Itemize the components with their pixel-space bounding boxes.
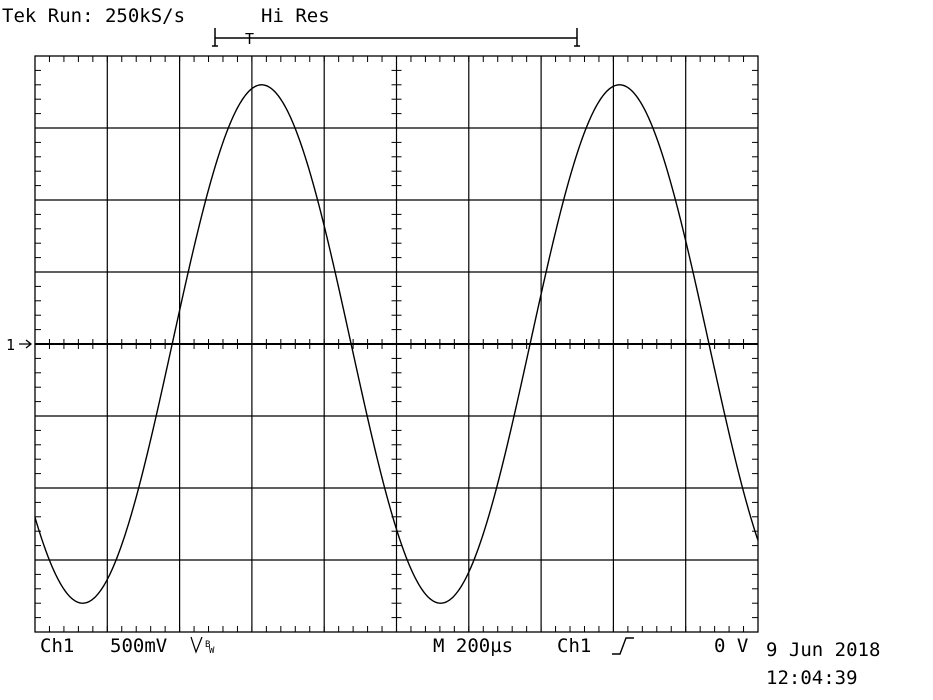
trigger-marker: T	[245, 30, 254, 48]
volts-per-div: 500mV	[110, 635, 168, 657]
trigger-position-bracket	[212, 28, 580, 47]
svg-text:W: W	[209, 646, 215, 656]
bandwidth-limit-icon: B W	[190, 636, 215, 656]
date: 9 Jun 2018	[766, 639, 881, 661]
waveform-trace	[34, 84, 759, 604]
svg-text:B: B	[205, 640, 210, 650]
channel-1-marker: 1	[6, 336, 33, 354]
rising-edge-icon	[612, 637, 634, 655]
trigger-source: Ch1	[557, 635, 592, 657]
channel-1-waveform	[34, 84, 759, 604]
trigger-level: 0 V	[714, 635, 749, 657]
acquisition-mode: Hi Res	[261, 5, 330, 27]
acquisition-status: Tek Run: 250kS/s	[2, 5, 186, 27]
arrow-right-icon	[19, 339, 33, 349]
channel-1-marker-label: 1	[6, 336, 15, 354]
time: 12:04:39	[766, 667, 858, 689]
timebase: M 200µs	[433, 635, 514, 657]
channel-label: Ch1	[40, 635, 75, 657]
